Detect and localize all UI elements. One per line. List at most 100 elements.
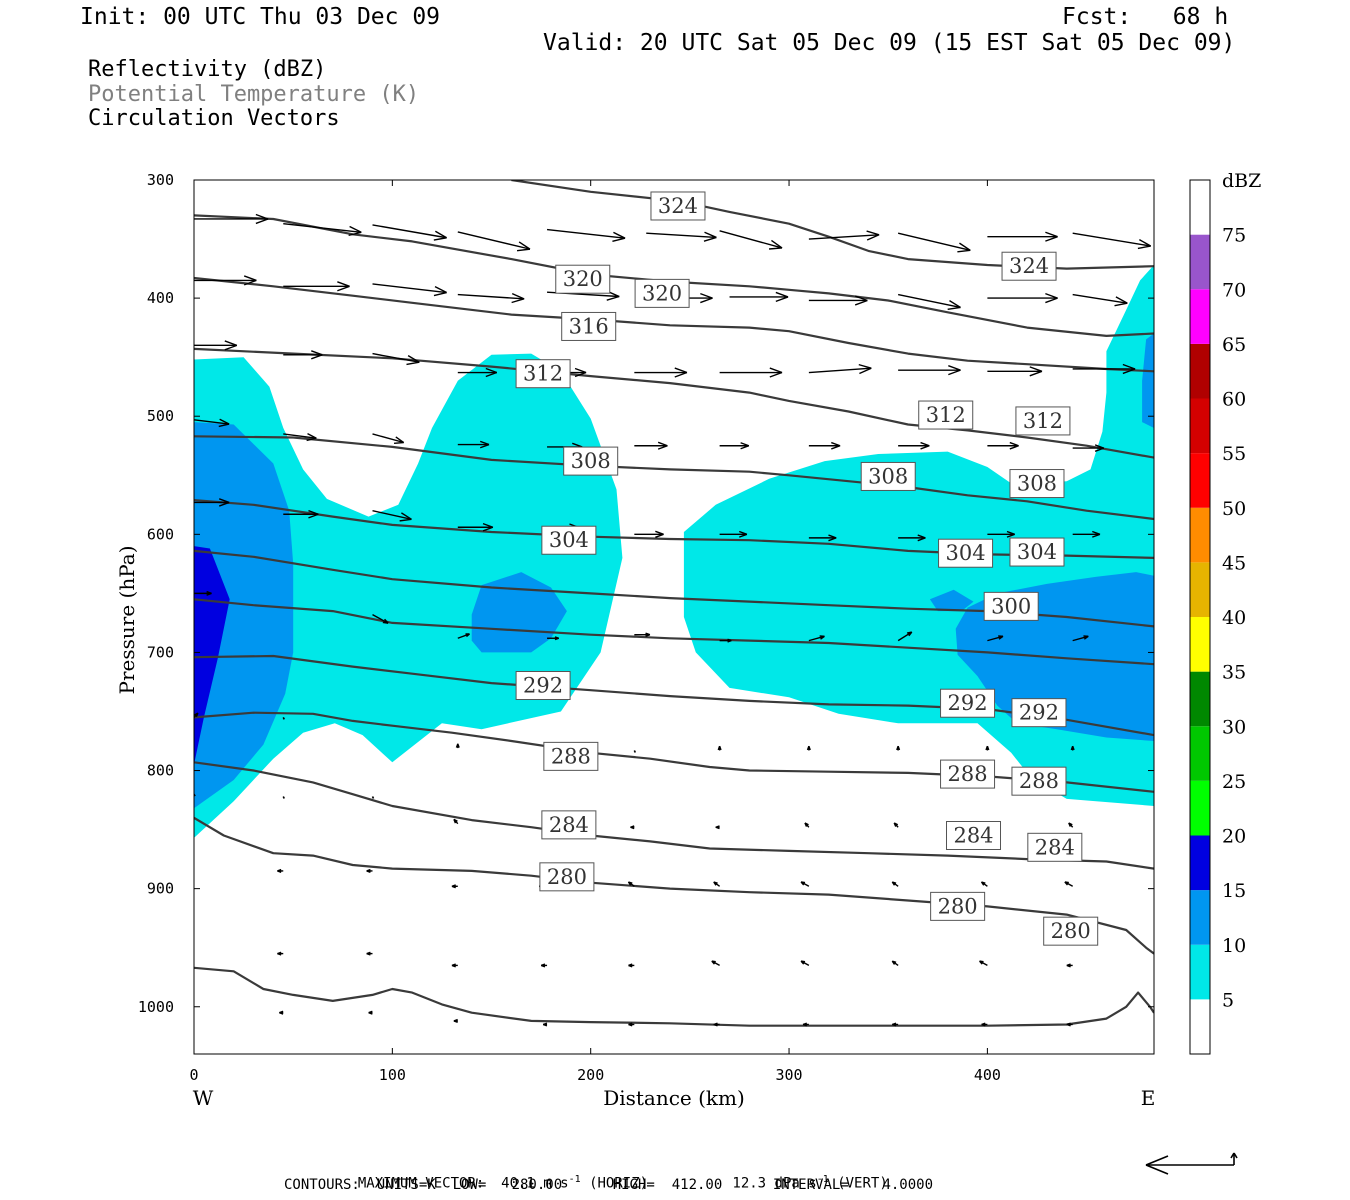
- circulation-vector: [634, 441, 668, 450]
- svg-text:284: 284: [549, 813, 589, 837]
- circulation-vector: [372, 614, 389, 624]
- colorbar-tick-label: 50: [1222, 498, 1246, 520]
- y-tick: 600: [147, 525, 1154, 543]
- circulation-vector: [547, 636, 559, 641]
- x-axis-label: Distance (km): [603, 1086, 745, 1110]
- theta-contour-line: [194, 966, 1154, 1027]
- contour-label: 304: [541, 525, 597, 555]
- circulation-vector: [628, 1022, 635, 1027]
- svg-text:1000: 1000: [138, 998, 174, 1016]
- colorbar-segment: [1190, 835, 1210, 891]
- x-tick: 400: [974, 180, 1001, 1084]
- svg-text:700: 700: [147, 643, 174, 661]
- colorbar-segment: [1190, 453, 1210, 508]
- circulation-vector: [1064, 881, 1074, 887]
- circulation-vector: [893, 822, 899, 828]
- y-tick: 300: [147, 171, 1154, 189]
- vert-max-value: 12.3 dPa s: [732, 1175, 817, 1192]
- circulation-vector: [987, 635, 1004, 642]
- reflectivity-region: [194, 353, 623, 838]
- colorbar-segment: [1190, 289, 1210, 344]
- colorbar-tick-label: 60: [1222, 389, 1246, 411]
- svg-text:312: 312: [926, 403, 966, 427]
- circulation-vector: [897, 293, 961, 311]
- circulation-vector: [806, 745, 811, 751]
- circulation-vector: [283, 223, 362, 237]
- circulation-vector: [630, 825, 635, 830]
- circulation-vector: [633, 750, 637, 753]
- svg-text:800: 800: [147, 762, 174, 780]
- colorbar-segment: [1190, 890, 1210, 945]
- circulation-vector: [540, 963, 548, 968]
- y-tick: 800: [147, 762, 1154, 780]
- circulation-vector: [194, 275, 257, 286]
- circulation-vector: [457, 292, 525, 304]
- colorbar-tick-label: 70: [1222, 279, 1246, 301]
- circulation-vector: [800, 960, 810, 967]
- colorbar-segment: [1190, 180, 1210, 235]
- reflectivity-region: [1142, 333, 1154, 428]
- contour-label: 320: [555, 264, 611, 294]
- circulation-vector: [194, 340, 238, 351]
- svg-text:320: 320: [642, 281, 682, 305]
- field-circulation-vectors: Circulation Vectors: [88, 106, 340, 131]
- colorbar-segment: [1190, 671, 1210, 727]
- circulation-vector: [719, 638, 732, 643]
- contour-label: 308: [860, 461, 916, 491]
- circulation-vector: [715, 825, 720, 830]
- contour-info: CONTOURS: UNITS=K LOW= 280.00 HIGH= 412.…: [284, 1177, 934, 1193]
- colorbar-segment: [1190, 617, 1210, 672]
- vert-max-exponent: -1: [816, 1174, 829, 1185]
- init-time: Init: 00 UTC Thu 03 Dec 09: [80, 4, 441, 30]
- circulation-vector: [808, 230, 880, 241]
- circulation-vector: [1070, 745, 1075, 751]
- circulation-vector: [808, 295, 868, 306]
- contour-label: 308: [1009, 469, 1065, 499]
- contour-label: 288: [940, 759, 996, 789]
- colorbar-tick-label: 5: [1222, 989, 1234, 1011]
- circulation-vector: [282, 796, 285, 799]
- y-tick: 1000: [138, 998, 1154, 1016]
- theta-contour-line: [194, 435, 1154, 521]
- circulation-vector: [372, 433, 405, 445]
- colorbar-segment: [1190, 999, 1210, 1054]
- valid-time: Valid: 20 UTC Sat 05 Dec 09 (15 EST Sat …: [543, 30, 1236, 56]
- svg-text:200: 200: [577, 1066, 604, 1084]
- circulation-vector: [897, 631, 913, 642]
- circulation-vector: [1066, 1022, 1073, 1027]
- contour-label: 292: [940, 688, 996, 718]
- contour-label: 280: [1043, 916, 1099, 946]
- svg-text:600: 600: [147, 525, 174, 543]
- field-potential-temperature: Potential Temperature (K): [88, 82, 420, 107]
- circulation-vector: [627, 881, 635, 887]
- svg-text:320: 320: [563, 267, 603, 291]
- circulation-vector: [366, 868, 373, 873]
- colorbar-tick-label: 30: [1222, 716, 1246, 738]
- circulation-vector: [891, 960, 899, 966]
- y-axis-label: Pressure (hPa): [115, 546, 139, 695]
- colorbar-segment: [1190, 562, 1210, 617]
- circulation-vector: [987, 366, 1043, 377]
- svg-text:288: 288: [948, 762, 988, 786]
- circulation-vector: [194, 590, 212, 596]
- circulation-vector: [457, 367, 498, 378]
- vert-max-unit: (VERT): [837, 1175, 888, 1192]
- svg-text:292: 292: [523, 674, 563, 698]
- svg-text:0: 0: [189, 1066, 198, 1084]
- y-tick: 500: [147, 407, 1154, 425]
- contour-label: 312: [515, 359, 571, 389]
- horiz-max-exponent: -1: [568, 1174, 581, 1185]
- contour-label: 316: [561, 311, 617, 341]
- circulation-vector: [453, 1018, 458, 1023]
- circulation-vector: [1072, 293, 1128, 307]
- max-vector-label: MAXIMUM VECTOR:: [357, 1175, 485, 1192]
- circulation-vector: [372, 352, 420, 366]
- theta-contour-line: [194, 214, 1154, 337]
- circulation-vector: [713, 1022, 720, 1027]
- contour-label: 292: [515, 671, 571, 701]
- circulation-vector: [729, 291, 789, 303]
- contour-label: 308: [563, 446, 619, 476]
- contour-label: 324: [650, 191, 706, 221]
- y-tick: 400: [147, 289, 1154, 307]
